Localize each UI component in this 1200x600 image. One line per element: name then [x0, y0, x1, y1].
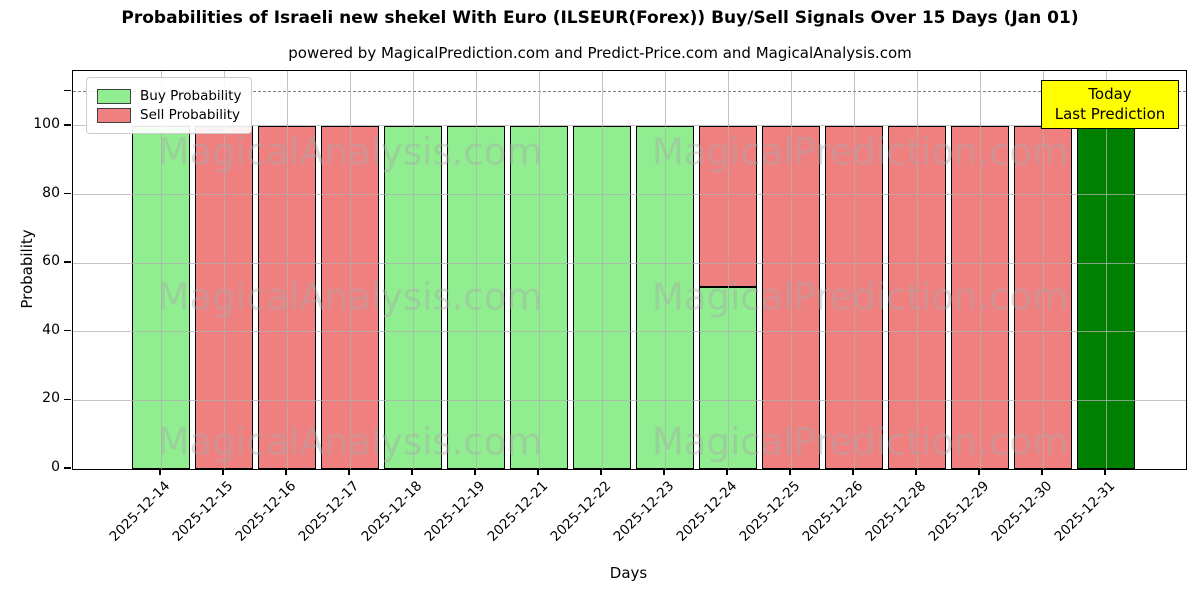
legend-item-buy: Buy Probability [97, 88, 241, 104]
x-tick-mark [789, 470, 791, 475]
dashed-threshold-line [73, 90, 1186, 92]
y-tick-mark-110 [64, 89, 71, 92]
x-tick-mark [537, 470, 539, 475]
x-gridline [412, 71, 414, 469]
x-gridline [979, 71, 981, 469]
x-tick-mark [600, 470, 602, 475]
y-tick-mark [64, 330, 71, 332]
y-tick-label: 40 [42, 321, 60, 338]
x-gridline [286, 71, 288, 469]
y-tick-label: 100 [33, 115, 60, 132]
x-tick-mark [222, 470, 224, 475]
x-tick-mark [159, 470, 161, 475]
y-gridline [73, 125, 1186, 127]
annotation-line1: Today [1088, 85, 1132, 103]
annotation-line2: Last Prediction [1054, 105, 1166, 124]
legend-label-buy: Buy Probability [140, 88, 242, 104]
y-tick-label: 0 [51, 459, 60, 475]
y-tick-mark [64, 467, 71, 469]
sell-probability-swatch [97, 107, 131, 123]
y-gridline [73, 331, 1186, 333]
x-gridline [1105, 71, 1107, 469]
y-gridline [73, 194, 1186, 196]
x-tick-mark [978, 470, 980, 475]
y-tick-label: 80 [42, 184, 60, 201]
y-tick-mark [64, 398, 71, 401]
x-tick-mark [474, 470, 476, 475]
x-tick-mark [726, 470, 728, 475]
plot-area [72, 70, 1187, 470]
legend-label-sell: Sell Probability [140, 107, 241, 123]
x-gridline [853, 71, 855, 469]
x-tick-mark [348, 470, 350, 475]
legend-item-sell: Sell Probability [97, 107, 241, 123]
x-gridline [475, 71, 477, 469]
today-annotation: Today Last Prediction [1041, 80, 1179, 129]
x-gridline [601, 71, 603, 469]
x-gridline [1042, 71, 1044, 469]
x-tick-mark [1104, 470, 1106, 475]
x-tick-mark [915, 470, 917, 475]
x-gridline [223, 71, 225, 469]
chart-subtitle: powered by MagicalPrediction.com and Pre… [288, 44, 912, 62]
buy-probability-swatch [97, 88, 131, 104]
x-gridline [790, 71, 792, 469]
x-tick-mark [411, 470, 413, 475]
y-tick-mark [64, 192, 71, 195]
legend: Buy Probability Sell Probability [86, 77, 253, 134]
x-tick-mark [852, 470, 854, 475]
x-gridline [349, 71, 351, 469]
x-gridline [160, 71, 162, 469]
x-gridline [916, 71, 918, 469]
x-tick-mark [663, 470, 665, 475]
x-gridline [727, 71, 729, 469]
y-gridline [73, 399, 1186, 401]
x-tick-mark [285, 470, 287, 475]
x-axis-label: Days [609, 564, 648, 582]
y-tick-label: 60 [42, 253, 60, 270]
x-gridline [664, 71, 666, 469]
x-gridline [538, 71, 540, 469]
chart-title: Probabilities of Israeli new shekel With… [121, 8, 1079, 28]
y-gridline [73, 262, 1186, 264]
y-tick-mark [64, 124, 71, 126]
x-tick-mark [1041, 470, 1043, 475]
y-tick-mark [64, 261, 71, 263]
y-tick-label: 20 [42, 390, 60, 407]
